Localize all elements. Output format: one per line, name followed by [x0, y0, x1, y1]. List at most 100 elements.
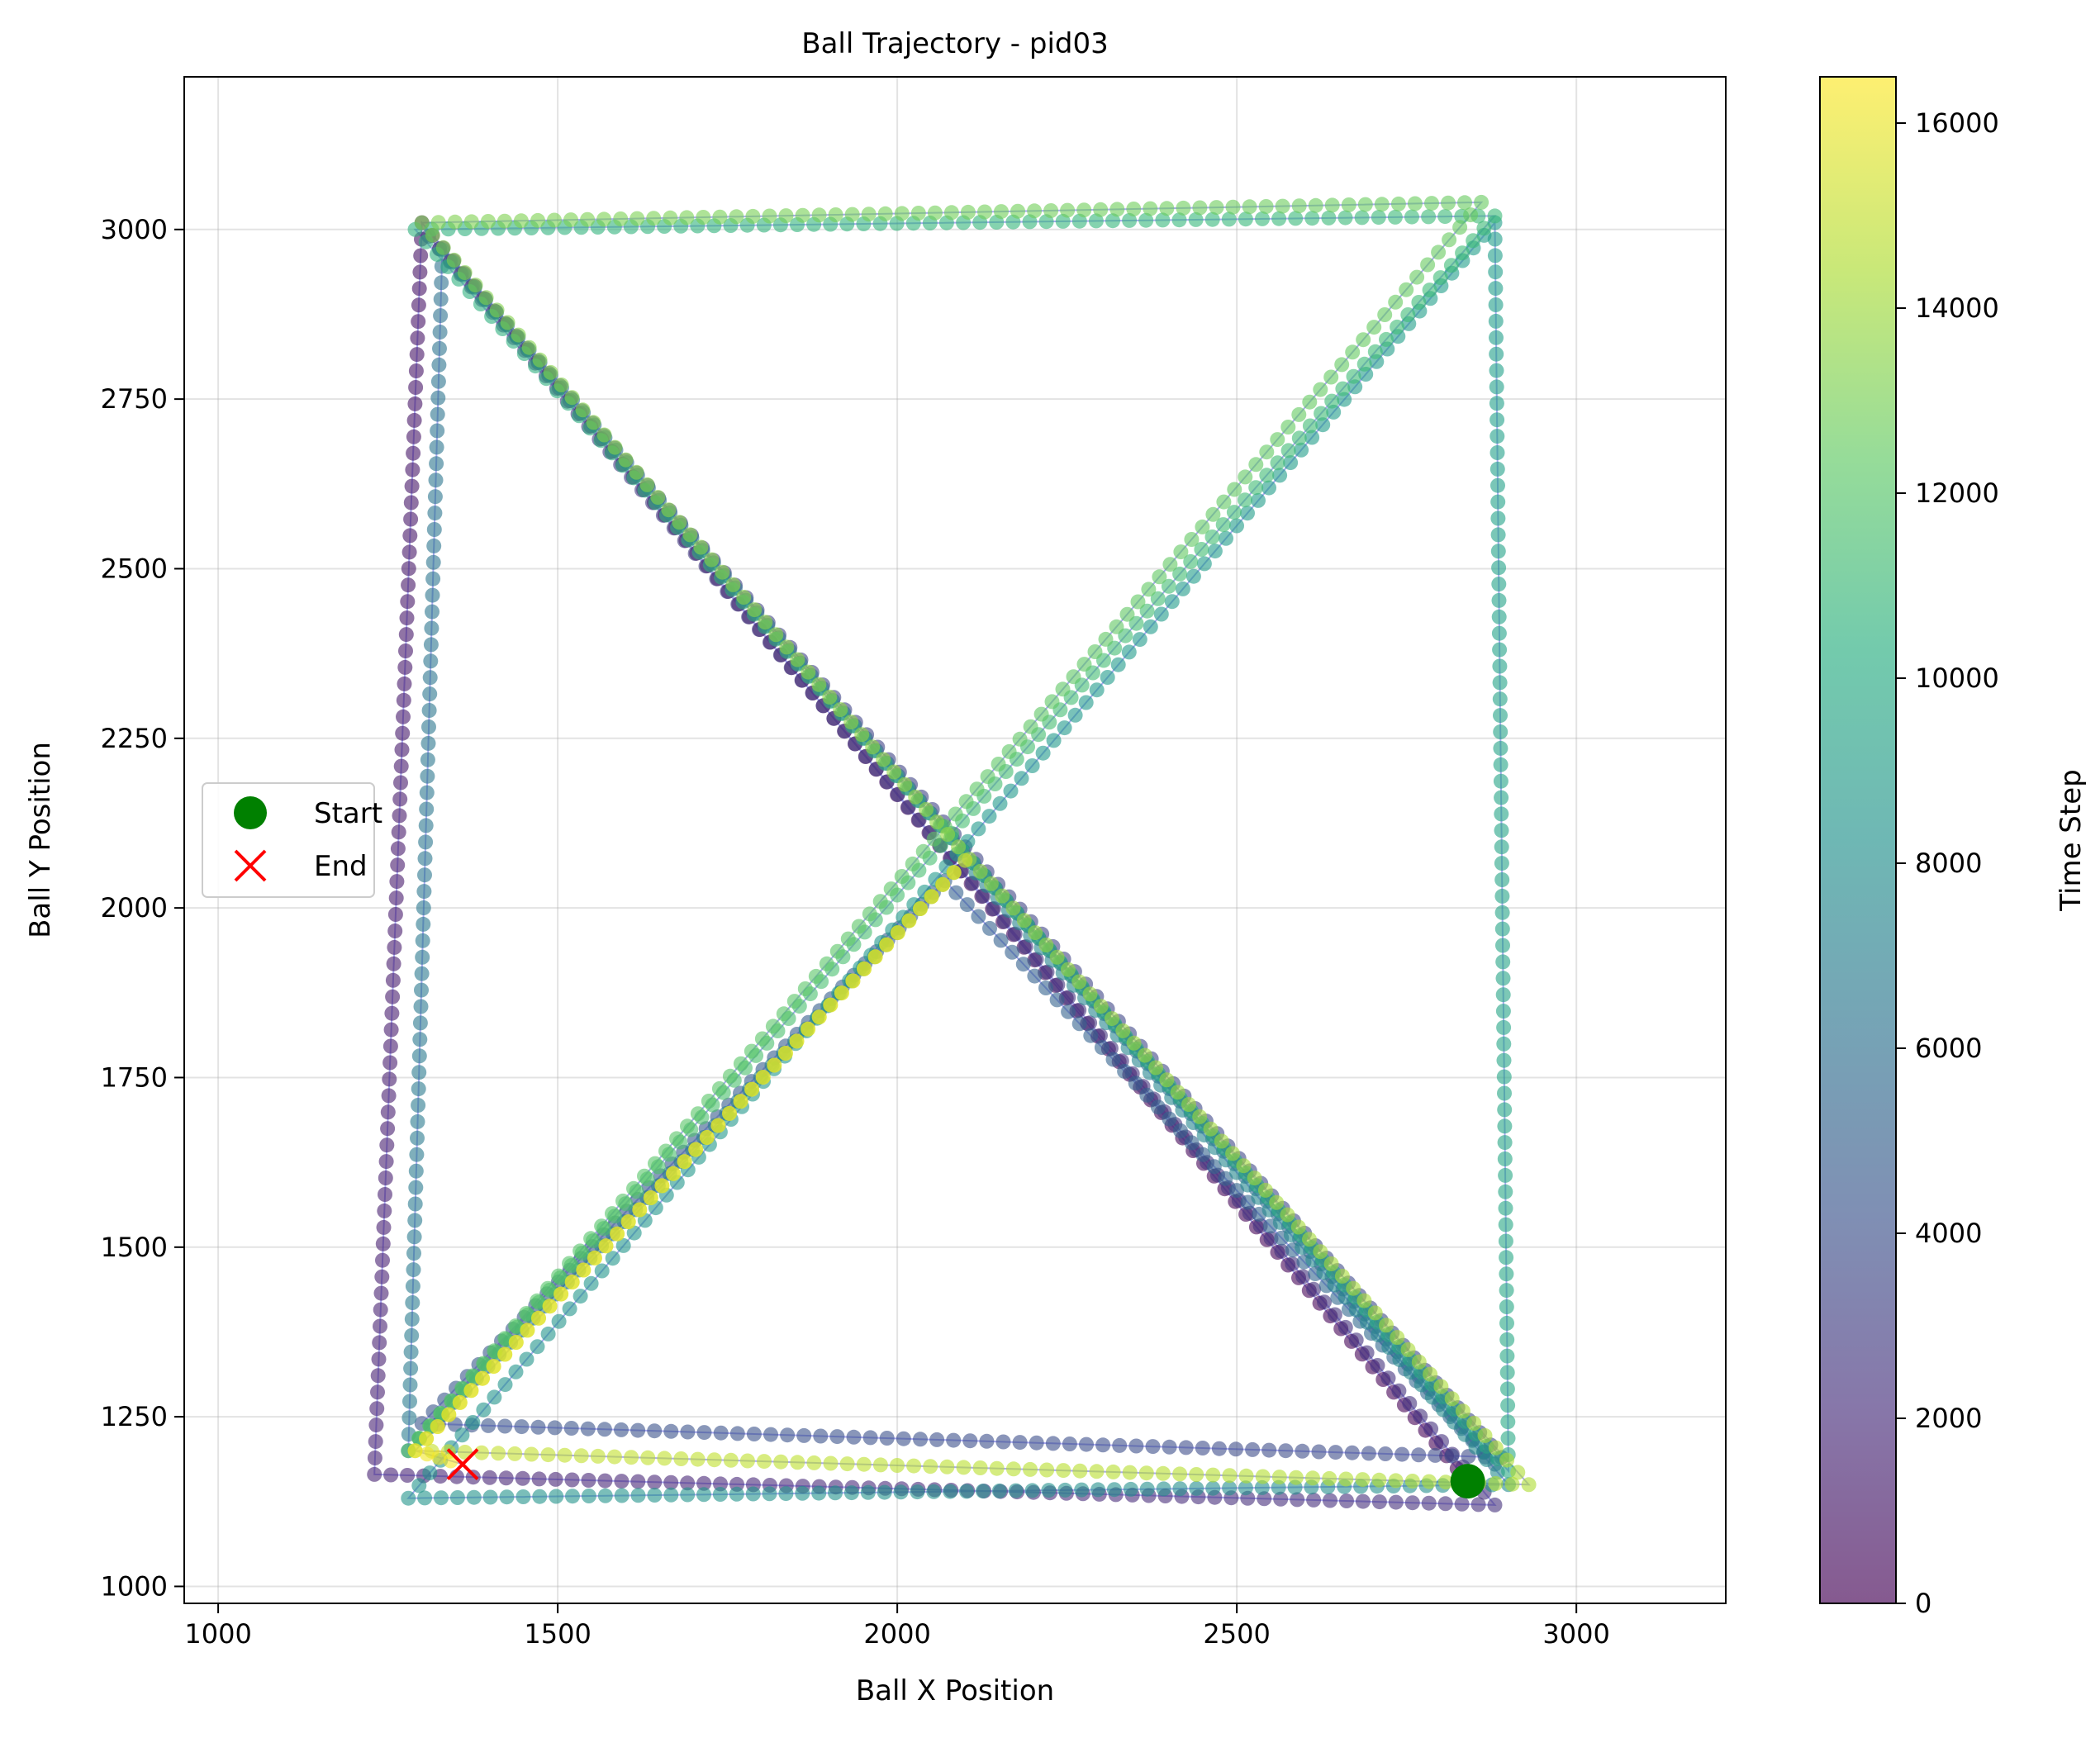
- trajectory-point: [1192, 1109, 1208, 1124]
- trajectory-point: [1062, 1436, 1077, 1451]
- trajectory-point: [1488, 297, 1504, 312]
- trajectory-point: [532, 352, 548, 368]
- trajectory-point: [431, 357, 447, 373]
- trajectory-point: [1420, 257, 1436, 273]
- trajectory-point: [430, 423, 445, 439]
- trajectory-point: [1071, 213, 1087, 229]
- trajectory-point: [1493, 773, 1508, 789]
- x-tick-label: 3000: [1542, 1618, 1609, 1650]
- trajectory-point: [801, 1021, 816, 1037]
- trajectory-point: [1195, 519, 1210, 534]
- trajectory-point: [513, 213, 529, 229]
- trajectory-point: [1203, 1121, 1219, 1137]
- trajectory-point: [1159, 1072, 1175, 1088]
- trajectory-point: [1128, 1076, 1143, 1091]
- trajectory-point: [828, 207, 843, 222]
- trajectory-point: [1493, 708, 1508, 724]
- trajectory-point: [630, 211, 645, 226]
- trajectory-point: [411, 314, 426, 330]
- trajectory-point: [1050, 977, 1066, 993]
- legend: Start End: [202, 782, 382, 898]
- trajectory-point: [1049, 992, 1065, 1008]
- trajectory-point: [580, 1421, 596, 1436]
- trajectory-point: [926, 831, 942, 847]
- y-tick-label: 2750: [101, 383, 168, 415]
- trajectory-point: [432, 340, 447, 356]
- trajectory-point: [1305, 1470, 1320, 1486]
- trajectory-point: [430, 406, 445, 422]
- trajectory-point: [1150, 591, 1166, 606]
- trajectory-point: [1083, 1028, 1099, 1043]
- trajectory-point: [376, 1219, 392, 1235]
- trajectory-point: [596, 1422, 612, 1437]
- trajectory-point: [959, 897, 975, 913]
- trajectory-point: [1306, 1281, 1322, 1297]
- trajectory-point: [382, 1071, 397, 1087]
- trajectory-point: [1399, 282, 1414, 297]
- trajectory-point: [1095, 1437, 1111, 1453]
- trajectory-point: [913, 1432, 928, 1447]
- trajectory-point: [1521, 1477, 1537, 1493]
- trajectory-point: [1082, 986, 1098, 1002]
- trajectory-point: [1355, 1493, 1371, 1509]
- trajectory-point: [412, 264, 428, 280]
- trajectory-points: [367, 194, 1537, 1512]
- trajectory-point: [1491, 577, 1507, 592]
- trajectory-point: [1126, 202, 1142, 216]
- trajectory-point: [1106, 1482, 1122, 1498]
- trajectory-point: [1499, 1381, 1515, 1397]
- trajectory-point: [1499, 1283, 1514, 1299]
- trajectory-point: [1238, 1480, 1253, 1496]
- trajectory-point: [1137, 1047, 1152, 1063]
- trajectory-point: [637, 1168, 652, 1184]
- trajectory-point: [402, 1377, 418, 1393]
- trajectory-point: [682, 527, 698, 543]
- trajectory-point: [408, 380, 424, 395]
- trajectory-point: [378, 1171, 393, 1185]
- trajectory-point: [757, 1454, 772, 1470]
- trajectory-point: [1044, 694, 1060, 710]
- y-tick-label: 3000: [101, 214, 168, 245]
- trajectory-point: [547, 212, 562, 228]
- trajectory-point: [542, 1299, 558, 1314]
- trajectory-point: [1493, 757, 1508, 772]
- trajectory-point: [677, 1154, 692, 1170]
- trajectory-point: [767, 1057, 782, 1073]
- trajectory-point: [419, 1431, 435, 1446]
- trajectory-point: [540, 1280, 556, 1296]
- trajectory-point: [910, 206, 926, 221]
- trajectory-point: [910, 1484, 925, 1500]
- trajectory-point: [696, 1487, 711, 1503]
- trajectory-point: [411, 281, 427, 297]
- trajectory-point: [669, 1131, 684, 1147]
- trajectory-point: [598, 1238, 614, 1254]
- trajectory-point: [1060, 962, 1076, 977]
- trajectory-point: [905, 856, 920, 871]
- trajectory-point: [465, 1415, 481, 1430]
- trajectory-point: [1476, 221, 1492, 236]
- trajectory-point: [1457, 1427, 1473, 1442]
- trajectory-point: [739, 1453, 755, 1469]
- trajectory-point: [1487, 1497, 1503, 1512]
- trajectory-point: [508, 1318, 524, 1334]
- trajectory-point: [1498, 1200, 1513, 1216]
- trajectory-point: [1487, 248, 1503, 264]
- trajectory-point: [368, 1434, 383, 1450]
- trajectory-point: [429, 439, 444, 455]
- trajectory-point: [1162, 1111, 1177, 1127]
- trajectory-point: [940, 827, 956, 843]
- trajectory-point: [630, 1474, 646, 1489]
- trajectory-point: [661, 502, 677, 518]
- trajectory-point: [441, 1407, 457, 1422]
- trajectory-point: [722, 1105, 737, 1121]
- trajectory-point: [613, 211, 629, 226]
- trajectory-point: [1029, 952, 1044, 967]
- trajectory-point: [977, 204, 992, 220]
- trajectory-point: [1215, 517, 1231, 533]
- trajectory-point: [497, 1377, 513, 1393]
- trajectory-point: [654, 1178, 670, 1194]
- trajectory-point: [433, 292, 449, 307]
- trajectory-point: [375, 1252, 390, 1268]
